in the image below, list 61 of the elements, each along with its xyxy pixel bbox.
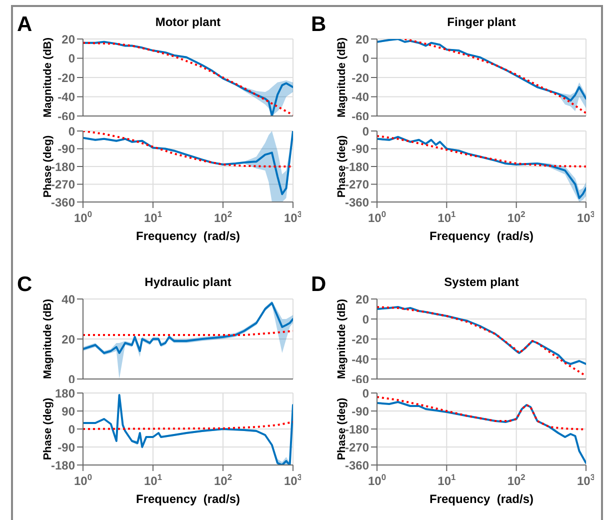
y-tick-label: 20 <box>62 332 76 346</box>
y-tick-label: -60 <box>352 109 370 124</box>
y-tick-label: -90 <box>352 404 370 418</box>
x-tick-label: 10$^{0}$ <box>368 472 386 488</box>
x-tick-label: 10$^{2}$ <box>507 209 526 225</box>
x-tick-label: 10$^{1}$ <box>438 472 456 488</box>
y-tick-label: 0 <box>68 372 76 386</box>
y-axis-title: Magnitude (dB) <box>336 298 348 380</box>
text: D <box>311 273 326 297</box>
x-axis-title: Frequency (rad/s) <box>428 228 535 244</box>
x-tick-label: 10$^{0}$ <box>368 209 386 225</box>
y-tick-label: -60 <box>352 372 370 386</box>
y-tick-label: 180 <box>54 386 76 400</box>
y-tick-label: -360 <box>344 195 370 210</box>
chart-title: Hydraulic plant <box>144 275 232 289</box>
x-tick-label: 10$^{1}$ <box>438 209 456 225</box>
x-axis-title: Frequency (rad/s) <box>134 491 242 507</box>
x-axis-title: Frequency (rad/s) <box>134 228 242 244</box>
y-tick-label: 20 <box>62 32 76 46</box>
y-tick-label: -20 <box>352 70 370 85</box>
y-tick-label: -40 <box>352 352 370 366</box>
y-tick-label: 0 <box>362 312 370 326</box>
y-tick-label: -360 <box>344 458 370 472</box>
y-tick-label: 90 <box>62 404 76 418</box>
y-tick-label: 0 <box>68 422 76 436</box>
y-tick-label: -180 <box>50 458 76 472</box>
chart-title: Motor plant <box>154 15 222 29</box>
y-axis-title: Magnitude (dB) <box>42 37 54 118</box>
chart-title: Finger plant <box>446 15 517 29</box>
y-axis-title: Magnitude (dB) <box>42 298 54 380</box>
y-tick-label: -20 <box>58 70 76 85</box>
y-tick-label: -90 <box>58 440 76 454</box>
y-axis-title: Phase (deg) <box>42 397 54 460</box>
y-tick-label: -360 <box>50 195 76 210</box>
y-tick-label: 20 <box>356 292 370 306</box>
x-tick-label: 10$^{1}$ <box>144 472 162 488</box>
y-tick-label: -40 <box>352 90 370 104</box>
text: C <box>17 273 32 297</box>
x-tick-label: 10$^{2}$ <box>214 472 232 488</box>
y-tick-label: -90 <box>58 142 76 156</box>
x-axis-title: Frequency (rad/s) <box>428 491 535 507</box>
y-tick-label: 0 <box>362 386 370 400</box>
y-tick-label: -20 <box>352 332 370 346</box>
y-tick-label: 0 <box>68 52 76 66</box>
y-tick-label: 40 <box>62 292 76 306</box>
chart-title: System plant <box>443 275 520 289</box>
y-tick-label: 0 <box>68 124 76 138</box>
x-tick-label: 10$^{1}$ <box>144 209 162 225</box>
text: B <box>311 13 326 37</box>
y-axis-title: Magnitude (dB) <box>336 37 348 118</box>
x-tick-label: 10$^{0}$ <box>74 472 92 488</box>
x-tick-label: 10$^{2}$ <box>214 209 232 225</box>
x-tick-label: 10$^{0}$ <box>74 209 92 225</box>
y-tick-label: -60 <box>58 109 76 124</box>
y-tick-label: -90 <box>352 142 370 156</box>
x-tick-label: 10$^{2}$ <box>507 472 526 488</box>
y-tick-label: 0 <box>362 52 370 66</box>
y-tick-label: 20 <box>356 32 370 46</box>
text: A <box>17 13 32 37</box>
y-tick-label: 0 <box>362 124 370 138</box>
y-tick-label: -40 <box>58 90 76 104</box>
